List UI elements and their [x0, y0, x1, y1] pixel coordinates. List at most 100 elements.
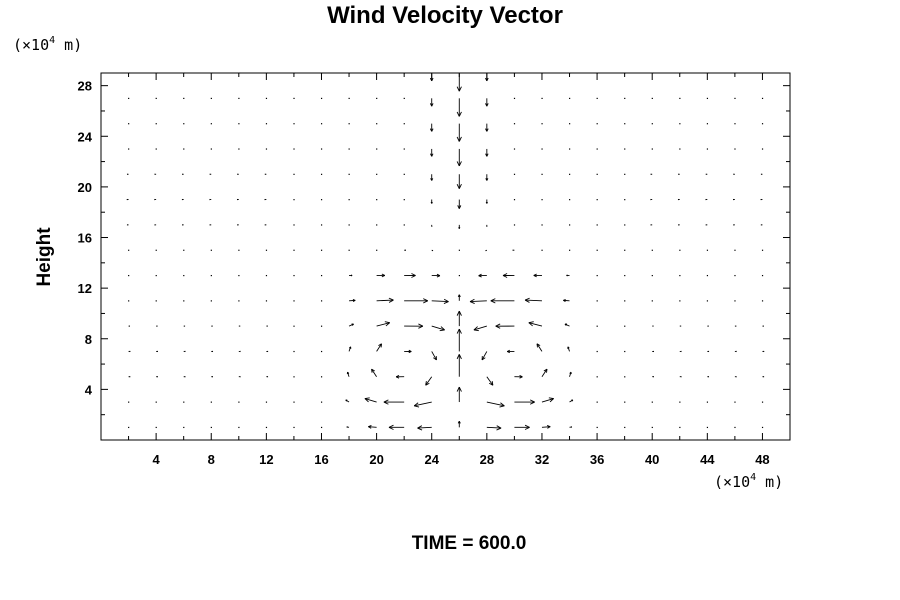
wind-vector [348, 224, 350, 226]
wind-vector [567, 346, 570, 352]
wind-vector [512, 249, 515, 251]
wind-vector [376, 123, 378, 125]
wind-vector [478, 273, 487, 278]
wind-vector [513, 199, 516, 201]
wind-vector [624, 426, 626, 429]
wind-vector [541, 224, 543, 226]
wind-vector [456, 123, 462, 142]
wind-vector [128, 350, 131, 353]
x-tick-label: 16 [314, 452, 328, 467]
wind-vector [430, 199, 433, 204]
wind-vector [293, 300, 295, 302]
wind-vector [371, 368, 377, 377]
wind-vector [320, 401, 323, 403]
wind-vector [486, 376, 494, 386]
wind-vector [569, 399, 574, 403]
wind-vector [651, 274, 653, 277]
wind-vector [457, 420, 461, 428]
wind-vector [210, 426, 212, 429]
wind-vector [320, 325, 323, 327]
x-tick-label: 24 [424, 452, 439, 467]
wind-vector [320, 426, 323, 429]
x-unit-prefix: (×10 [714, 473, 750, 491]
wind-vector [293, 173, 295, 175]
wind-vector [733, 198, 735, 201]
wind-vector [652, 376, 654, 378]
wind-vector [346, 426, 350, 428]
wind-vector [569, 173, 571, 175]
wind-vector [569, 426, 573, 428]
wind-vector [183, 376, 186, 378]
wind-vector [265, 426, 268, 429]
wind-vector [376, 148, 378, 150]
y-tick-label: 4 [85, 382, 93, 397]
wind-vector [624, 274, 626, 277]
x-tick-label: 4 [153, 452, 161, 467]
wind-vector [533, 273, 542, 278]
wind-vector [183, 123, 185, 125]
wind-vector [524, 297, 542, 303]
wind-vector [490, 298, 515, 304]
wind-vector [734, 350, 737, 353]
wind-vector [293, 224, 295, 226]
wind-vector [679, 97, 681, 100]
wind-vector [128, 376, 131, 378]
wind-vector [238, 376, 241, 378]
wind-vector [734, 123, 736, 125]
wind-vector [707, 350, 710, 353]
wind-vector [238, 97, 240, 100]
wind-vector [128, 97, 130, 100]
wind-vector [536, 343, 543, 352]
wind-vector [513, 97, 516, 100]
wind-vector [320, 199, 323, 201]
wind-vector [458, 224, 461, 229]
wind-vector [705, 224, 708, 226]
wind-vector [514, 399, 535, 405]
wind-vector [650, 173, 653, 175]
y-unit-suffix: m) [55, 36, 82, 54]
x-unit-suffix: m) [756, 473, 783, 491]
wind-vector [761, 300, 764, 302]
wind-vector [395, 374, 405, 379]
wind-vector [403, 173, 405, 175]
wind-vector [733, 173, 735, 175]
wind-vector [624, 224, 626, 226]
wind-vector [513, 224, 516, 226]
wind-vector [624, 350, 626, 353]
wind-vector [596, 224, 598, 226]
plot-frame [100, 72, 791, 441]
wind-vector [481, 351, 488, 361]
wind-vector [293, 249, 295, 251]
wind-vector [596, 350, 598, 353]
wind-vector [457, 199, 462, 209]
y-tick-label: 16 [78, 231, 92, 246]
wind-vector [650, 224, 653, 226]
wind-vector [293, 376, 295, 378]
wind-vector [126, 224, 129, 226]
wind-vector [541, 368, 548, 377]
wind-vector [126, 198, 129, 201]
wind-vector [156, 376, 158, 378]
wind-vector [210, 97, 212, 100]
wind-vector [596, 376, 598, 378]
wind-vector [403, 123, 405, 125]
wind-vector [404, 249, 407, 251]
wind-vector [431, 273, 441, 278]
wind-vector [155, 97, 157, 100]
wind-vector [514, 424, 530, 430]
wind-vector [345, 399, 350, 403]
wind-vector [706, 97, 709, 100]
wind-vector [679, 426, 681, 429]
wind-vector [376, 343, 382, 352]
wind-vector [678, 224, 680, 226]
wind-vector [404, 349, 412, 354]
wind-vector [320, 376, 323, 378]
wind-vector [183, 426, 185, 429]
wind-vector [348, 97, 350, 100]
wind-vector [624, 325, 626, 327]
wind-vector [430, 148, 434, 157]
wind-vector [183, 274, 185, 277]
x-tick-label: 20 [369, 452, 383, 467]
wind-vector [181, 224, 184, 226]
wind-vector [238, 274, 240, 277]
